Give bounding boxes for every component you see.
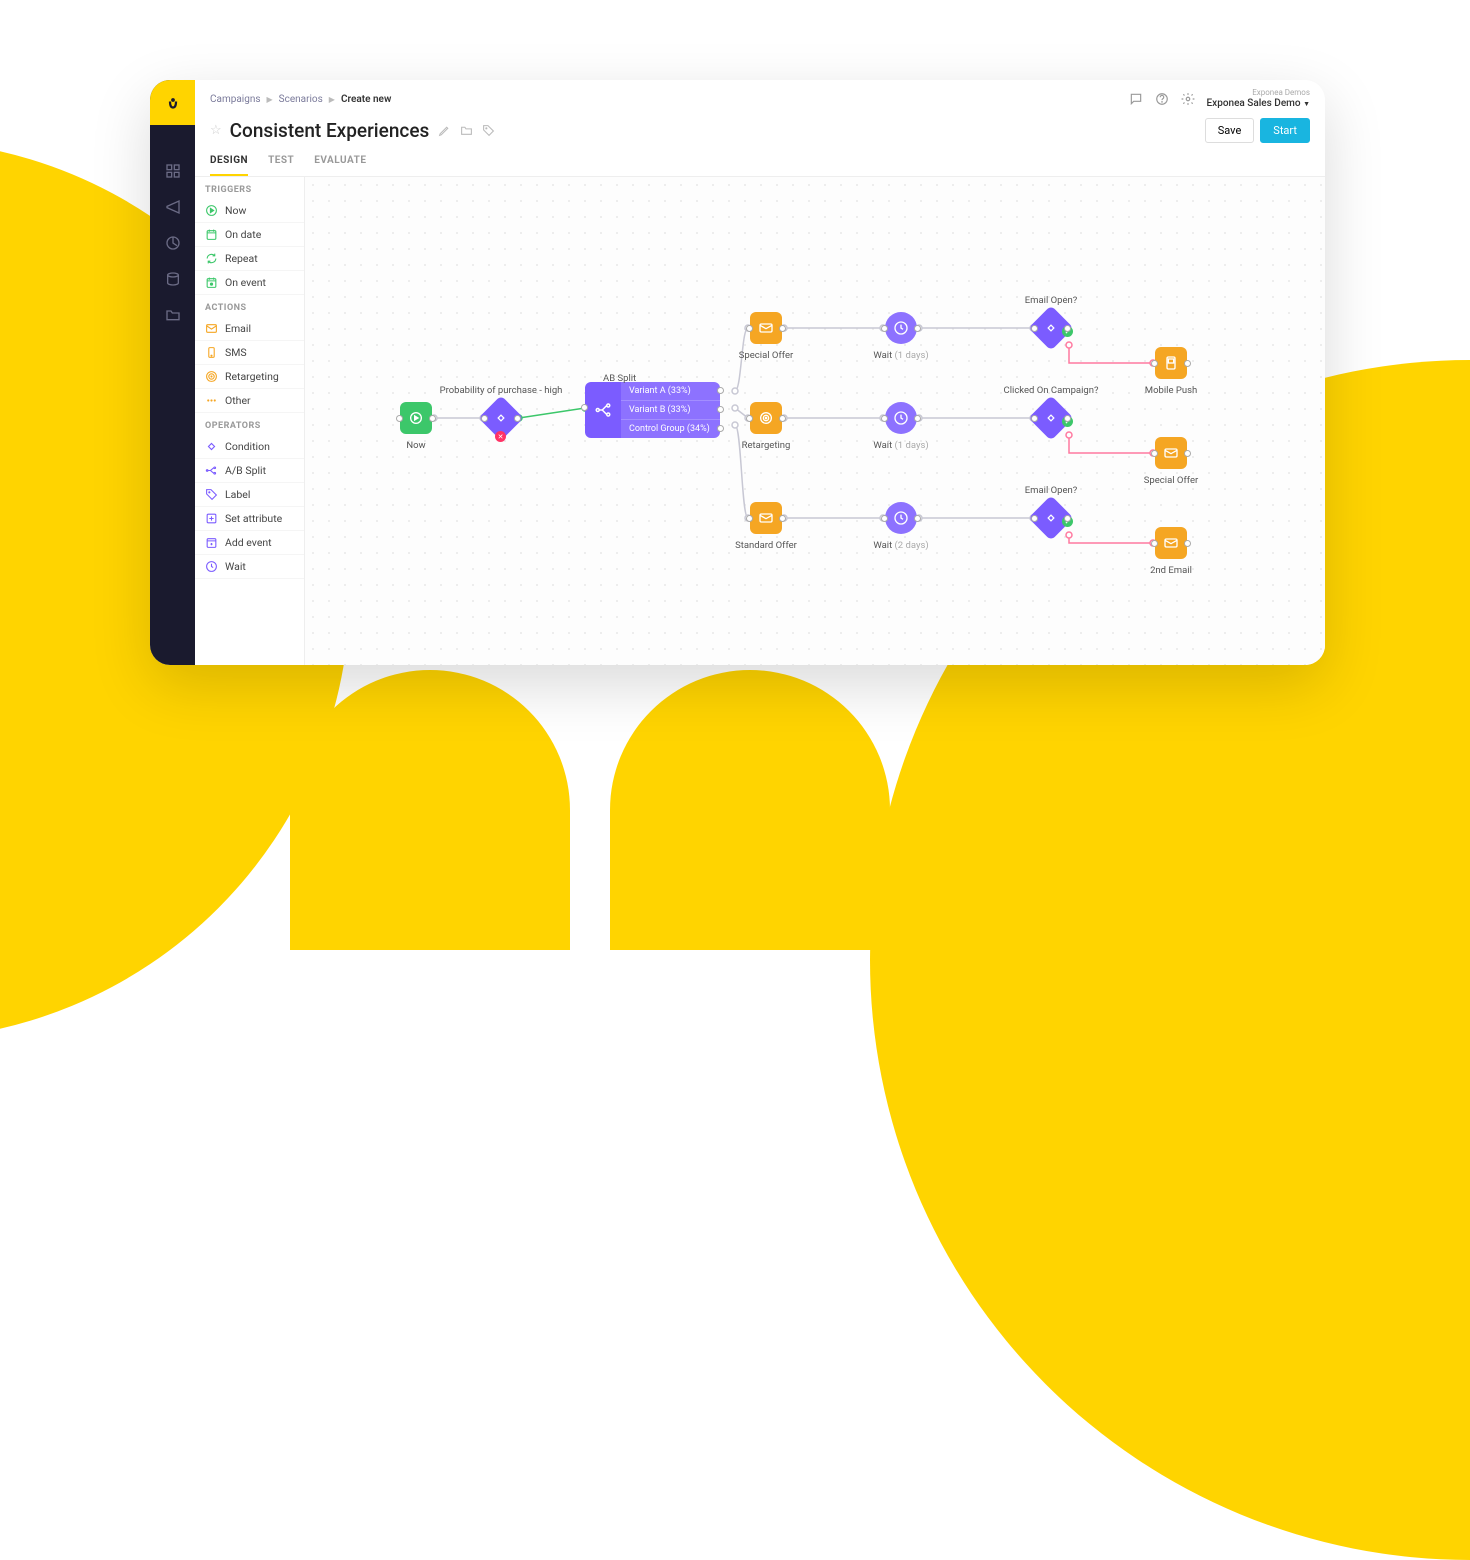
palette-item-wait[interactable]: Wait (195, 555, 304, 579)
palette-item-other[interactable]: Other (195, 389, 304, 413)
node-label: Probability of purchase - high (440, 385, 563, 396)
edit-icon[interactable] (437, 124, 451, 138)
folder-icon[interactable] (459, 124, 473, 138)
chevron-down-icon: ▼ (1303, 100, 1310, 108)
flow-node-absplit[interactable]: Variant A (33%)Variant B (33%)Control Gr… (585, 382, 720, 438)
flow-node-push[interactable]: Mobile Push (1155, 347, 1187, 379)
split-row: Control Group (34%) (621, 420, 720, 438)
chevron-right-icon: ▶ (267, 95, 273, 104)
palette-item-addevent[interactable]: Add event (195, 531, 304, 555)
node-label: AB Split (603, 373, 636, 384)
palette-item-sms[interactable]: SMS (195, 341, 304, 365)
start-button[interactable]: Start (1260, 118, 1310, 143)
flow-node-2ndemail[interactable]: 2nd Email (1155, 527, 1187, 559)
node-label: Wait (1 days) (873, 440, 928, 451)
palette-item-onevent[interactable]: On event (195, 271, 304, 295)
nav-data-icon[interactable] (157, 263, 189, 295)
tab-evaluate[interactable]: Evaluate (314, 155, 366, 176)
palette-item-label[interactable]: Label (195, 483, 304, 507)
edges-layer (305, 177, 1325, 665)
titlebar: ☆ Consistent Experiences Save Start (195, 112, 1325, 143)
node-label: Wait (1 days) (873, 350, 928, 361)
flow-node-standard[interactable]: Standard Offer (750, 502, 782, 534)
flow-node-retarg[interactable]: Retargeting (750, 402, 782, 434)
help-icon[interactable] (1155, 92, 1169, 106)
node-label: Retargeting (742, 440, 791, 451)
flow-node-now[interactable]: Now (400, 402, 432, 434)
tabs: Design Test Evaluate (195, 143, 1325, 177)
logo[interactable] (150, 80, 195, 125)
breadcrumb-campaigns[interactable]: Campaigns (210, 94, 261, 105)
error-icon: ✕ (495, 431, 506, 442)
palette-item-setattribute[interactable]: Set attribute (195, 507, 304, 531)
flow-node-wait1[interactable]: Wait (1 days) (885, 312, 917, 344)
node-palette: TRIGGERS Now On date Repeat On event ACT… (195, 177, 305, 665)
nav-rail (150, 80, 195, 665)
nav-analytics-icon[interactable] (157, 227, 189, 259)
comment-icon[interactable] (1129, 92, 1143, 106)
palette-section-actions: ACTIONS (195, 295, 304, 317)
node-label: Wait (2 days) (873, 540, 928, 551)
node-label: Mobile Push (1145, 385, 1197, 396)
palette-item-absplit[interactable]: A/B Split (195, 459, 304, 483)
palette-item-ondate[interactable]: On date (195, 223, 304, 247)
bg-decoration (610, 670, 890, 950)
palette-section-operators: OPERATORS (195, 413, 304, 435)
breadcrumb: Campaigns ▶ Scenarios ▶ Create new (210, 94, 391, 105)
split-row: Variant B (33%) (621, 401, 720, 420)
node-label: Email Open? (1025, 295, 1078, 306)
split-row: Variant A (33%) (621, 382, 720, 401)
palette-item-repeat[interactable]: Repeat (195, 247, 304, 271)
bg-decoration (290, 670, 570, 950)
node-label: Now (406, 440, 425, 451)
flow-node-click[interactable]: Clicked On Campaign?✓ (1035, 402, 1067, 434)
nav-dashboard-icon[interactable] (157, 155, 189, 187)
flow-node-open1[interactable]: Email Open?✓ (1035, 312, 1067, 344)
palette-section-triggers: TRIGGERS (195, 177, 304, 199)
breadcrumb-current: Create new (341, 94, 391, 105)
chevron-right-icon: ▶ (329, 95, 335, 104)
node-label: Email Open? (1025, 485, 1078, 496)
star-icon[interactable]: ☆ (210, 123, 222, 138)
flow-node-open2[interactable]: Email Open?✓ (1035, 502, 1067, 534)
tab-design[interactable]: Design (210, 155, 248, 176)
page-title: Consistent Experiences (230, 119, 430, 142)
save-button[interactable]: Save (1205, 118, 1255, 143)
topbar: Campaigns ▶ Scenarios ▶ Create new Expon… (195, 86, 1325, 112)
flow-node-prob[interactable]: Probability of purchase - high✕ (485, 402, 517, 434)
node-label: 2nd Email (1150, 565, 1192, 576)
palette-item-now[interactable]: Now (195, 199, 304, 223)
settings-icon[interactable] (1181, 92, 1195, 106)
flow-node-special[interactable]: Special Offer (750, 312, 782, 344)
flow-node-wait3[interactable]: Wait (2 days) (885, 502, 917, 534)
flow-node-special2[interactable]: Special Offer (1155, 437, 1187, 469)
flow-node-wait2[interactable]: Wait (1 days) (885, 402, 917, 434)
app-window: Campaigns ▶ Scenarios ▶ Create new Expon… (150, 80, 1325, 665)
palette-item-retargeting[interactable]: Retargeting (195, 365, 304, 389)
nav-campaign-icon[interactable] (157, 191, 189, 223)
node-label: Standard Offer (735, 540, 797, 551)
flow-canvas[interactable]: NowProbability of purchase - high✕Varian… (305, 177, 1325, 665)
palette-item-condition[interactable]: Condition (195, 435, 304, 459)
node-label: Special Offer (1144, 475, 1198, 486)
palette-item-email[interactable]: Email (195, 317, 304, 341)
main-content: Campaigns ▶ Scenarios ▶ Create new Expon… (195, 80, 1325, 665)
node-label: Clicked On Campaign? (1004, 385, 1099, 396)
tab-test[interactable]: Test (268, 155, 294, 176)
tag-icon[interactable] (481, 124, 495, 138)
nav-folder-icon[interactable] (157, 299, 189, 331)
node-label: Special Offer (739, 350, 793, 361)
workspace: TRIGGERS Now On date Repeat On event ACT… (195, 177, 1325, 665)
account-selector[interactable]: Exponea Demos Exponea Sales Demo ▼ (1207, 89, 1310, 109)
breadcrumb-scenarios[interactable]: Scenarios (279, 94, 323, 105)
